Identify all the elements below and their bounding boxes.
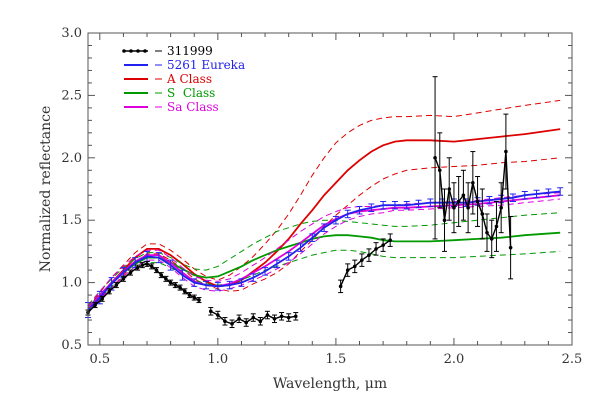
legend-swatch-point	[136, 49, 140, 53]
series-2	[87, 99, 561, 313]
data-point	[286, 315, 291, 320]
data-point	[208, 309, 213, 314]
data-point	[216, 313, 220, 317]
series-line	[87, 190, 561, 311]
series-lower-bound-line	[87, 249, 561, 311]
x-axis-label: Wavelength, μm	[273, 376, 387, 392]
data-point	[279, 314, 284, 319]
data-point	[499, 205, 503, 210]
data-point	[159, 273, 163, 277]
legend-label: 5261 Eureka	[167, 58, 245, 72]
data-point	[100, 297, 104, 301]
data-point	[121, 277, 126, 281]
data-point	[360, 258, 364, 262]
data-point	[244, 320, 248, 325]
data-point	[367, 253, 371, 257]
data-point	[452, 205, 456, 210]
data-point	[442, 218, 447, 222]
legend-swatch-point	[143, 49, 147, 53]
data-point	[168, 280, 173, 285]
y-tick-label: 3.0	[61, 26, 82, 41]
y-tick-label: 2.5	[61, 88, 82, 103]
data-point	[494, 224, 499, 229]
data-point	[461, 193, 466, 198]
data-point	[489, 237, 494, 241]
series-0	[85, 76, 514, 329]
data-point	[345, 268, 350, 272]
x-tick-label: 2.5	[562, 352, 583, 367]
data-point	[114, 283, 119, 287]
series-mean-line	[87, 128, 561, 311]
data-point	[265, 313, 270, 317]
data-point	[485, 230, 489, 235]
data-point	[135, 265, 140, 270]
data-point	[374, 247, 378, 251]
data-point	[504, 149, 508, 154]
data-point	[352, 264, 357, 269]
data-point	[258, 319, 263, 324]
legend-swatch-point	[122, 49, 126, 53]
data-point	[230, 321, 234, 326]
data-point	[183, 289, 187, 294]
data-point	[480, 212, 485, 216]
data-point	[293, 314, 298, 319]
data-point	[437, 168, 442, 173]
data-point	[93, 303, 97, 307]
data-point	[128, 270, 133, 275]
data-point	[107, 289, 112, 294]
data-point	[178, 285, 182, 290]
series-upper-bound-line	[87, 212, 561, 306]
data-point	[466, 205, 470, 210]
data-point	[197, 298, 201, 302]
data-point	[149, 264, 154, 269]
data-point	[272, 316, 277, 321]
data-point	[508, 245, 513, 250]
y-tick-label: 1.5	[61, 213, 82, 228]
y-axis-label: Normalized reflectance	[38, 106, 54, 273]
data-point	[154, 268, 159, 272]
data-point	[187, 293, 192, 297]
data-point	[338, 284, 343, 289]
legend-label: S Class	[167, 86, 215, 100]
legend-swatch-point	[129, 49, 133, 53]
data-point	[173, 283, 178, 287]
data-point	[164, 277, 168, 281]
data-point	[475, 199, 480, 204]
data-point	[388, 238, 393, 242]
data-point	[237, 316, 241, 321]
data-point	[381, 243, 385, 247]
y-tick-label: 0.5	[61, 338, 82, 353]
data-point	[251, 315, 256, 320]
legend-label: Sa Class	[167, 100, 219, 114]
data-point	[140, 263, 145, 267]
data-point	[471, 180, 475, 185]
x-tick-label: 1.0	[208, 352, 229, 367]
series-lower-bound-line	[87, 157, 561, 313]
data-point	[192, 295, 197, 300]
plot-frame	[87, 32, 573, 346]
series-upper-bound-line	[87, 99, 561, 308]
series-lower-bound-line	[87, 198, 561, 312]
data-point	[223, 319, 227, 324]
data-point	[447, 187, 452, 191]
x-tick-label: 1.5	[326, 352, 347, 367]
data-point	[145, 262, 149, 266]
data-point	[456, 199, 461, 204]
x-tick-label: 0.5	[89, 352, 110, 367]
data-point	[433, 156, 437, 160]
legend-label: A Class	[166, 72, 212, 86]
legend-label: 311999	[167, 44, 213, 58]
x-tick-label: 2.0	[444, 352, 465, 367]
y-tick-label: 2.0	[61, 151, 82, 166]
y-tick-label: 1.0	[61, 276, 82, 291]
axis-ticks: 0.5 1.0 1.5 2.0 2.5 0.5 1.0 1.5 2.0 2.5 3.0	[61, 26, 582, 367]
plot-marks	[85, 76, 564, 329]
